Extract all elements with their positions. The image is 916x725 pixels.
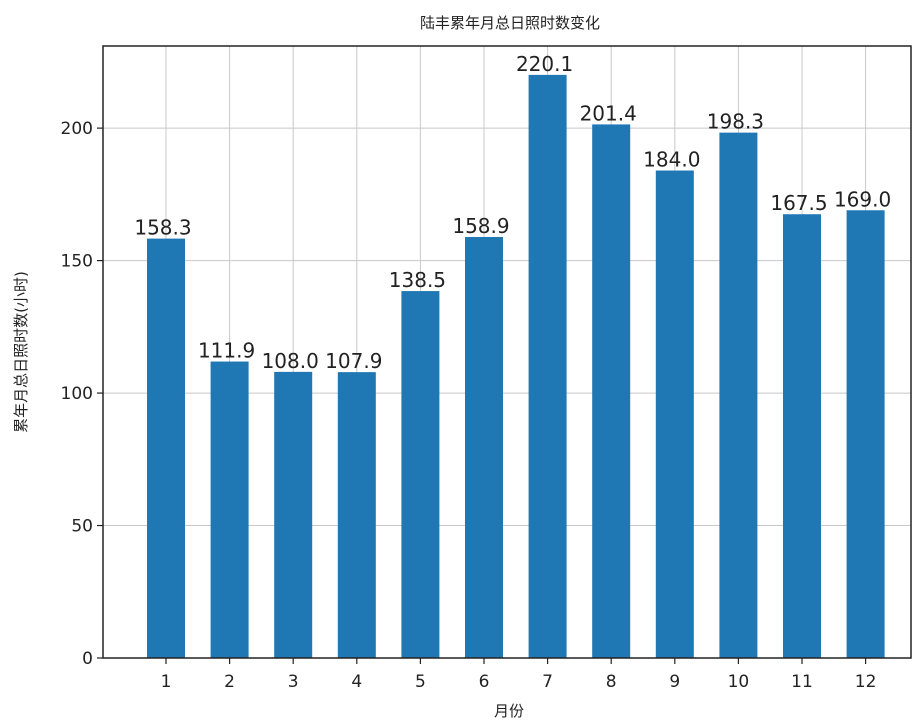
- x-tick-label: 4: [351, 672, 362, 692]
- bar: [337, 372, 376, 658]
- x-tick-label: 2: [224, 672, 235, 692]
- chart-title: 陆丰累年月总日照时数变化: [420, 14, 600, 32]
- data-label: 111.9: [198, 339, 255, 363]
- bar: [846, 210, 885, 658]
- x-axis-ticks: 1 2 3 4 5 6 7 8 9 10 11 12: [161, 658, 877, 692]
- data-label: 198.3: [707, 110, 764, 134]
- data-label: 138.5: [389, 268, 446, 292]
- x-tick-label: 9: [669, 672, 680, 692]
- x-axis-label: 月份: [494, 702, 524, 720]
- y-tick-label: 200: [61, 119, 93, 139]
- data-label: 167.5: [770, 191, 827, 215]
- bar: [719, 132, 758, 658]
- y-tick-label: 150: [61, 252, 93, 272]
- bar: [592, 124, 631, 658]
- data-label: 201.4: [580, 101, 637, 125]
- bar: [147, 238, 185, 658]
- bar: [401, 291, 440, 658]
- data-label: 107.9: [325, 349, 382, 373]
- y-axis-label: 累年月总日照时数(小时): [12, 271, 30, 433]
- bar: [465, 237, 503, 658]
- data-label: 220.1: [516, 52, 573, 76]
- bar: [210, 361, 249, 658]
- x-tick-label: 7: [542, 672, 553, 692]
- y-tick-label: 0: [82, 649, 93, 669]
- y-tick-label: 100: [61, 384, 93, 404]
- y-axis-ticks: 0 50 100 150 200: [61, 119, 103, 669]
- data-labels: 158.3 111.9 108.0 107.9 138.5 158.9 220.1 201.4…: [134, 52, 891, 373]
- x-tick-label: 1: [161, 672, 172, 692]
- y-tick-label: 50: [71, 517, 93, 537]
- data-label: 184.0: [643, 148, 700, 172]
- data-label: 169.0: [834, 187, 891, 211]
- x-tick-label: 12: [855, 672, 877, 692]
- bar: [274, 371, 313, 658]
- bar: [528, 74, 567, 658]
- plot-frame: [102, 45, 912, 659]
- data-label: 158.3: [134, 216, 191, 240]
- bars: [147, 74, 885, 659]
- data-label: 158.9: [452, 214, 509, 238]
- x-tick-label: 5: [415, 672, 426, 692]
- x-tick-label: 8: [606, 672, 617, 692]
- x-tick-label: 3: [288, 672, 299, 692]
- x-tick-label: 11: [791, 672, 813, 692]
- x-tick-label: 10: [728, 672, 750, 692]
- data-label: 108.0: [262, 349, 319, 373]
- x-tick-label: 6: [479, 672, 490, 692]
- bar: [783, 214, 821, 658]
- bar: [655, 170, 694, 659]
